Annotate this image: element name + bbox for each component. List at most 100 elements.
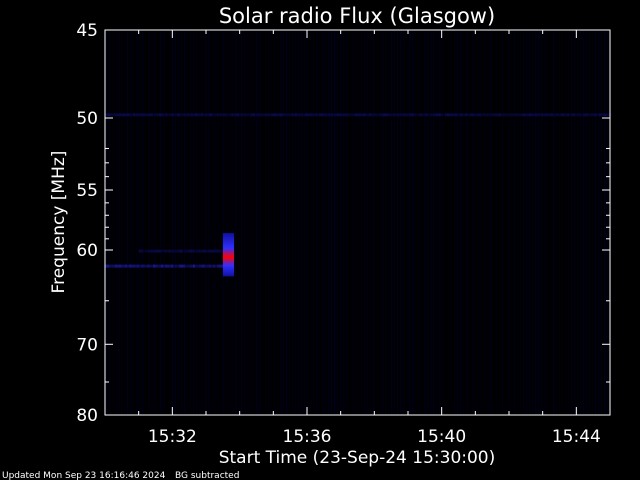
- band-cell: [505, 113, 507, 117]
- background-streak: [163, 31, 165, 414]
- y-tick-label: 55: [76, 181, 98, 201]
- background-streak: [244, 31, 246, 414]
- band-cell: [127, 264, 129, 268]
- band-cell: [207, 113, 209, 117]
- x-tick-label: 15:32: [148, 427, 197, 447]
- band-cell: [115, 264, 117, 268]
- band-cell: [127, 113, 129, 117]
- background-streak: [487, 31, 489, 414]
- band-cell: [139, 113, 141, 117]
- band-cell: [137, 113, 139, 117]
- band-cell: [125, 264, 127, 268]
- background-streak: [325, 31, 327, 414]
- band-cell: [587, 113, 589, 117]
- band-cell: [383, 113, 385, 117]
- background-streak: [115, 31, 117, 414]
- band-cell: [367, 113, 369, 117]
- band-cell: [135, 264, 137, 268]
- band-cell: [167, 264, 169, 268]
- band-cell: [571, 113, 573, 117]
- background-streak: [517, 31, 519, 414]
- band-cell: [170, 249, 173, 253]
- band-cell: [192, 249, 195, 253]
- band-cell: [591, 113, 593, 117]
- background-streak: [208, 31, 210, 414]
- band-cell: [459, 113, 461, 117]
- background-streak: [259, 31, 261, 414]
- band-cell: [425, 113, 427, 117]
- y-axis-label: Frequency [MHz]: [49, 151, 69, 294]
- background-streak: [331, 31, 333, 414]
- band-cell: [151, 264, 153, 268]
- band-cell: [131, 264, 133, 268]
- band-cell: [113, 113, 115, 117]
- band-cell: [204, 249, 207, 253]
- background-streak: [112, 31, 114, 414]
- background-streak: [304, 31, 306, 414]
- background-streak: [121, 31, 123, 414]
- y-tick-label: 70: [76, 335, 98, 355]
- band-cell: [165, 264, 167, 268]
- band-cell: [513, 113, 515, 117]
- band-cell: [359, 113, 361, 117]
- band-cell: [557, 113, 559, 117]
- background-streak: [457, 31, 459, 414]
- background-streak: [229, 31, 231, 414]
- band-cell: [563, 113, 565, 117]
- background-streak: [328, 31, 330, 414]
- band-cell: [417, 113, 419, 117]
- band-cell: [152, 249, 155, 253]
- background-streak: [595, 31, 597, 414]
- band-cell: [177, 264, 179, 268]
- band-cell: [117, 113, 119, 117]
- background-streak: [250, 31, 252, 414]
- band-cell: [113, 264, 115, 268]
- band-cell: [291, 113, 293, 117]
- band-cell: [539, 113, 541, 117]
- band-cell: [607, 113, 609, 117]
- background-streak: [490, 31, 492, 414]
- band-cell: [263, 113, 265, 117]
- band-cell: [401, 113, 403, 117]
- band-cell: [191, 113, 193, 117]
- band-cell: [133, 264, 135, 268]
- band-cell: [543, 113, 545, 117]
- band-cell: [275, 113, 277, 117]
- heatmap-layer: [105, 31, 611, 414]
- band-cell: [303, 113, 305, 117]
- band-cell: [511, 113, 513, 117]
- band-cell: [463, 113, 465, 117]
- band-cell: [123, 113, 125, 117]
- background-streak: [340, 31, 342, 414]
- band-cell: [121, 264, 123, 268]
- band-cell: [357, 113, 359, 117]
- band-cell: [119, 113, 121, 117]
- background-streak: [505, 31, 507, 414]
- background-streak: [193, 31, 195, 414]
- band-cell: [117, 264, 119, 268]
- band-cell: [151, 113, 153, 117]
- band-cell: [210, 249, 213, 253]
- background-streak: [247, 31, 249, 414]
- band-cell: [183, 264, 185, 268]
- band-cell: [497, 113, 499, 117]
- band-cell: [189, 264, 191, 268]
- band-cell: [231, 113, 233, 117]
- background-streak: [130, 31, 132, 414]
- band-cell: [243, 113, 245, 117]
- band-cell: [214, 249, 217, 253]
- band-cell: [281, 113, 283, 117]
- band-cell: [323, 113, 325, 117]
- background-streak: [160, 31, 162, 414]
- background-streak: [136, 31, 138, 414]
- background-streak: [415, 31, 417, 414]
- band-cell: [433, 113, 435, 117]
- band-cell: [219, 113, 221, 117]
- band-cell: [107, 264, 109, 268]
- band-cell: [197, 113, 199, 117]
- background-streak: [373, 31, 375, 414]
- band-cell: [257, 113, 259, 117]
- background-streak: [313, 31, 315, 414]
- band-cell: [185, 113, 187, 117]
- band-cell: [194, 249, 197, 253]
